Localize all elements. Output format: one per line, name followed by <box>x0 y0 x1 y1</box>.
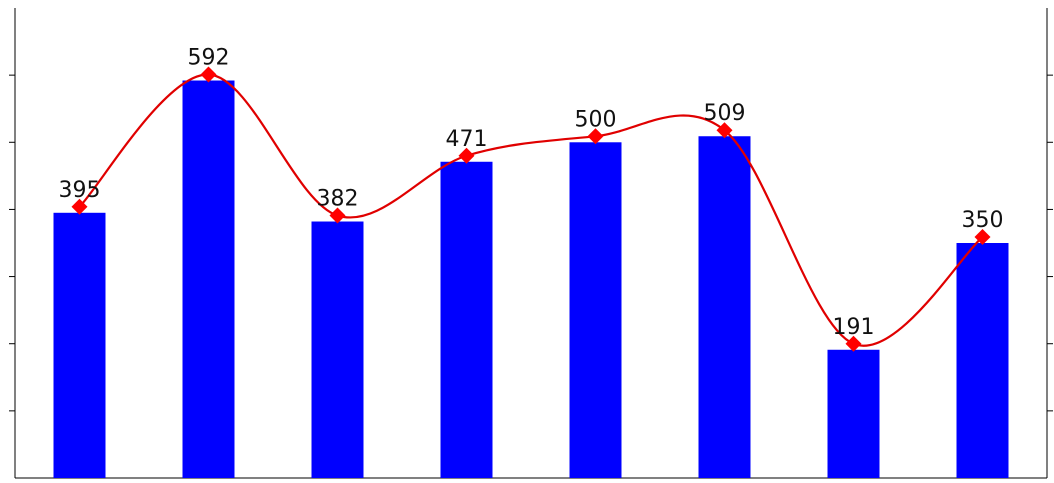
line-marker <box>845 335 862 352</box>
axes <box>9 8 1053 479</box>
bar <box>311 221 364 478</box>
data-label: 500 <box>575 107 617 132</box>
bar <box>827 349 880 478</box>
data-label: 509 <box>704 101 746 126</box>
data-label: 471 <box>446 127 488 152</box>
line-markers <box>71 66 991 352</box>
bar-series <box>53 80 1009 479</box>
data-label: 350 <box>962 208 1004 233</box>
line-marker <box>458 147 475 164</box>
data-labels: 395 592 382 471 500 509 191 350 <box>59 46 1004 340</box>
data-label: 395 <box>59 178 101 203</box>
bar <box>182 80 235 478</box>
bar <box>569 142 622 479</box>
line-marker <box>200 66 217 83</box>
data-label: 592 <box>188 46 230 71</box>
data-label: 382 <box>317 187 359 212</box>
line-marker <box>587 128 604 145</box>
line-marker <box>974 229 991 245</box>
bar <box>956 243 1009 478</box>
data-label: 191 <box>833 315 875 340</box>
line-marker <box>71 198 88 215</box>
line-marker <box>716 122 733 139</box>
bar <box>440 161 493 478</box>
bar <box>698 136 751 478</box>
line-series <box>78 73 984 347</box>
line-path <box>78 73 984 347</box>
line-marker <box>329 207 346 224</box>
bar <box>53 212 106 479</box>
